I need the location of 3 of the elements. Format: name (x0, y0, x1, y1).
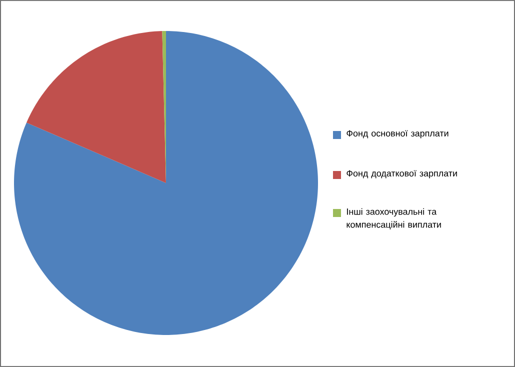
legend-label: Фонд додаткової зарплати (346, 170, 457, 178)
legend-label: Фонд основної зарплати (346, 130, 448, 138)
legend-label: Інші заохочувальні та компенсаційні виплати (346, 208, 441, 230)
